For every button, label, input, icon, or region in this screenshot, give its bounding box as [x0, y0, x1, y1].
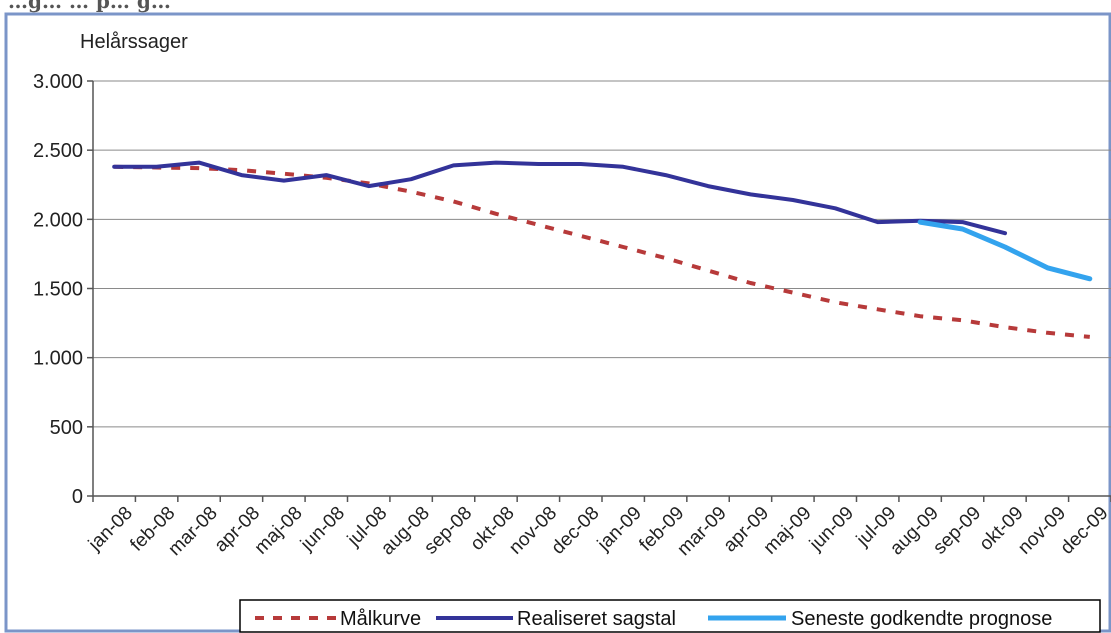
legend: Målkurve Realiseret sagstal Seneste godk… — [239, 599, 1101, 633]
y-tick-label: 1.500 — [33, 279, 83, 301]
x-tick-label: sep-09 — [929, 503, 985, 559]
legend-box — [239, 599, 1101, 633]
x-tick-label: dec-08 — [548, 503, 604, 559]
x-tick-label: maj-09 — [760, 503, 816, 559]
y-tick-label: 2.500 — [33, 140, 83, 162]
series-line-prognose — [917, 219, 1093, 282]
legend-label-realiseret: Realiseret sagstal — [517, 608, 676, 630]
x-tick-label: sep-08 — [420, 503, 476, 559]
x-tick-labels: jan-08feb-08mar-08apr-08maj-08jun-08jul-… — [84, 503, 1111, 560]
y-tick-label: 3.000 — [33, 71, 83, 93]
x-tick-label: jun-08 — [296, 503, 349, 556]
gridlines — [87, 80, 1111, 497]
legend-label-malkurve: Målkurve — [340, 608, 421, 630]
x-tick-label: maj-08 — [251, 503, 307, 559]
y-tick-label: 1.000 — [33, 348, 83, 370]
legend-label-prognose: Seneste godkendte prognose — [791, 608, 1052, 630]
series-line-realiseret — [112, 160, 1007, 236]
y-axis-label: Helårssager — [80, 31, 188, 53]
x-tick-label: jan-08 — [84, 503, 137, 556]
series-line-malkurve — [114, 164, 1090, 339]
y-tick-label: 0 — [72, 486, 83, 508]
y-tick-label: 500 — [50, 417, 83, 439]
y-tick-labels: 0 500 1.000 1.500 2.000 2.500 3.000 — [33, 71, 83, 508]
x-tick-label: jun-09 — [805, 503, 858, 556]
x-tick-label: dec-09 — [1057, 503, 1111, 559]
series-lines — [112, 160, 1093, 339]
y-tick-label: 2.000 — [33, 209, 83, 231]
x-tick-label: aug-09 — [886, 503, 943, 560]
axes — [92, 81, 1111, 502]
x-tick-label: aug-08 — [377, 503, 434, 560]
cropped-header-text: …g… … p… g… — [8, 0, 171, 13]
x-tick-label: jan-09 — [593, 503, 646, 556]
